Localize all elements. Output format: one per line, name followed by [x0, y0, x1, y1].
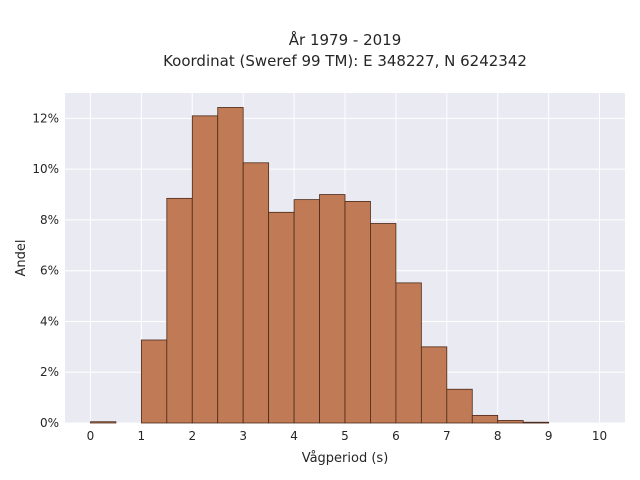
x-tick-label: 0	[87, 429, 95, 443]
y-tick-label: 2%	[40, 365, 59, 379]
histogram-bar	[395, 282, 422, 424]
y-tick-label: 12%	[32, 111, 59, 125]
histogram-bar	[446, 388, 473, 424]
x-tick-label: 5	[341, 429, 349, 443]
histogram-bar	[191, 115, 219, 424]
x-tick-label: 9	[545, 429, 553, 443]
histogram-bar	[497, 420, 524, 424]
histogram-bars	[90, 107, 550, 424]
x-axis-label: Vågperiod (s)	[302, 451, 389, 466]
histogram-bar	[471, 414, 499, 424]
x-tick-label: 6	[392, 429, 400, 443]
histogram-bar	[319, 194, 346, 424]
y-tick-label: 6%	[40, 264, 59, 278]
x-tick-label: 3	[239, 429, 247, 443]
histogram-bar	[90, 421, 117, 424]
x-tick-label: 7	[443, 429, 451, 443]
y-tick-label: 8%	[40, 213, 59, 227]
histogram-bar	[344, 200, 371, 424]
histogram-bar	[420, 346, 448, 424]
y-tick-label: 0%	[40, 416, 59, 430]
histogram-bar	[370, 223, 397, 424]
histogram-bar	[166, 197, 193, 424]
chart-title-line-2: Koordinat (Sweref 99 TM): E 348227, N 62…	[163, 52, 527, 70]
histogram-bar	[293, 199, 320, 424]
histogram-bar	[217, 107, 244, 424]
chart-title-line-1: År 1979 - 2019	[289, 30, 402, 49]
histogram-bar	[522, 421, 550, 424]
x-tick-label: 10	[592, 429, 607, 443]
axis-ticks: 0 1 2 3 4 5 6 7 8 9 10 0% 2% 4% 6% 8% 10% 12%	[32, 111, 607, 443]
x-tick-label: 1	[138, 429, 146, 443]
y-tick-label: 4%	[40, 314, 59, 328]
x-tick-label: 8	[494, 429, 502, 443]
y-tick-label: 10%	[32, 162, 59, 176]
y-axis-label: Andel	[14, 240, 29, 277]
x-tick-label: 2	[188, 429, 196, 443]
histogram-bar	[140, 339, 168, 424]
histogram-bar	[268, 211, 295, 424]
x-tick-label: 4	[290, 429, 298, 443]
histogram-bar	[242, 162, 270, 424]
